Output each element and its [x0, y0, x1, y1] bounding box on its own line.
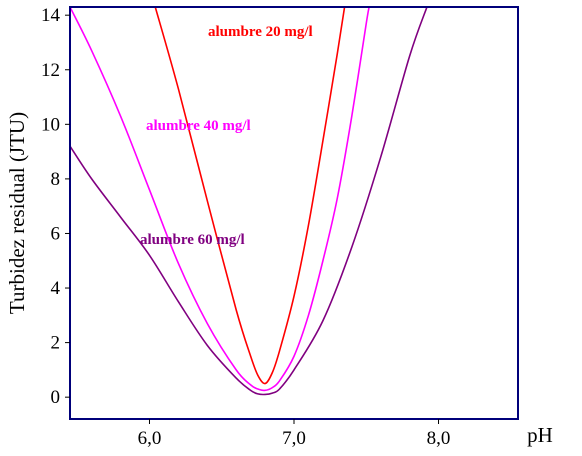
x-tick-label: 7,0	[282, 428, 306, 449]
series-label-alumbre-40: alumbre 40 mg/l	[146, 118, 251, 134]
y-tick-label: 12	[41, 60, 60, 81]
y-tick-label: 8	[51, 169, 61, 190]
y-tick-label: 6	[51, 223, 61, 244]
x-tick-label: 8,0	[427, 428, 451, 449]
y-tick-label: 14	[41, 5, 61, 26]
y-tick-label: 4	[51, 278, 61, 299]
y-tick-label: 10	[41, 114, 60, 135]
series-line-alumbre-20	[154, 7, 346, 385]
series-line-alumbre-40	[70, 7, 370, 392]
series-line-alumbre-60	[70, 7, 428, 396]
plot-background	[70, 7, 518, 419]
y-tick-label: 2	[51, 333, 61, 354]
series-label-alumbre-60: alumbre 60 mg/l	[140, 232, 245, 248]
y-tick-label: 0	[51, 387, 61, 408]
x-tick-label: 6,0	[138, 428, 162, 449]
x-axis-title: pH	[527, 423, 553, 447]
series-label-alumbre-20: alumbre 20 mg/l	[208, 24, 313, 40]
y-axis-title: Turbidez residual (JTU)	[5, 112, 29, 314]
